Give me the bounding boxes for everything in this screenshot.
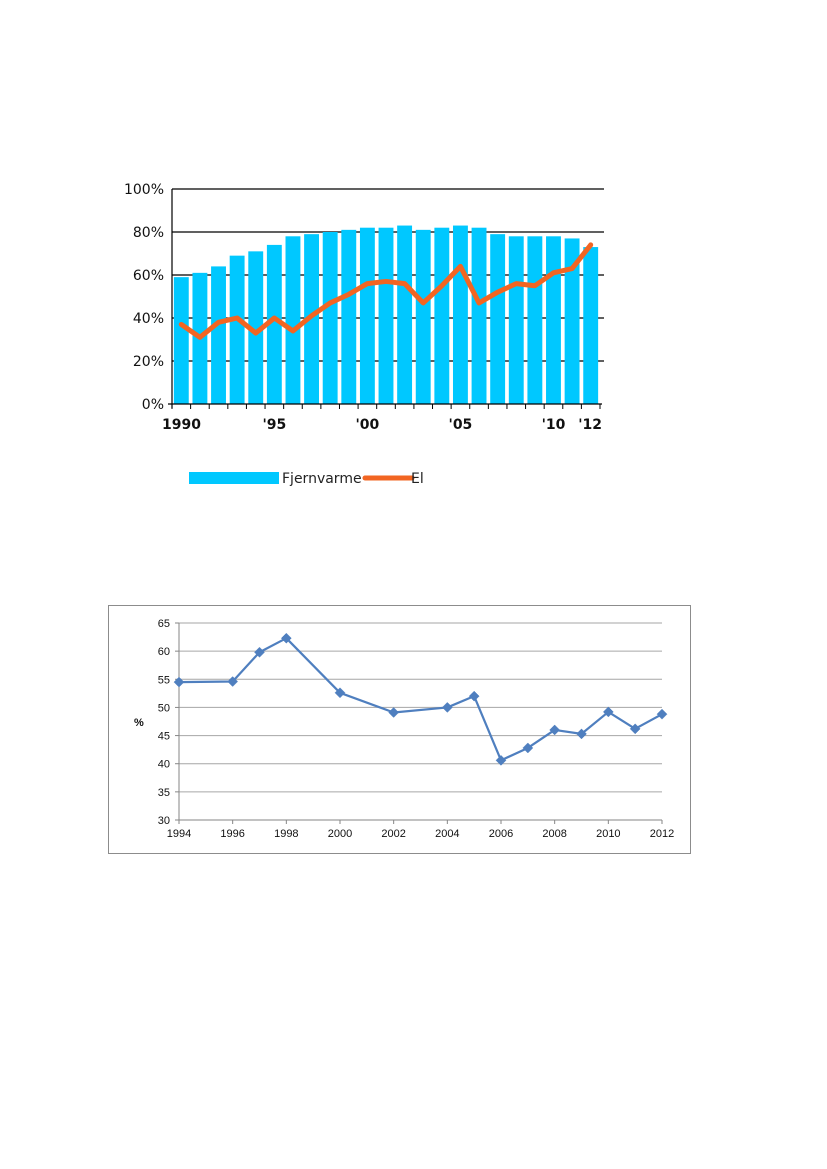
c1-bar <box>397 225 413 404</box>
c2-y-tick-label: 45 <box>158 731 170 743</box>
c1-y-tick-label: 100% <box>124 182 164 198</box>
c2-y-tick-labels: 30 35 40 45 50 55 60 65 <box>158 618 170 827</box>
c1-y-tick-labels: 0% 20% 40% 60% 80% 100% <box>124 182 164 413</box>
c2-marker <box>227 676 239 687</box>
c1-bar <box>415 229 431 404</box>
c1-legend: Fjernvarme El <box>189 471 424 487</box>
c2-y-tick-label: 65 <box>158 618 170 630</box>
c2-gridlines <box>179 622 662 793</box>
c1-bar <box>211 266 226 404</box>
c1-x-tick-label: '95 <box>262 417 286 433</box>
c2-y-tick-label: 35 <box>158 787 170 799</box>
c2-x-tick-label: 2008 <box>542 828 566 840</box>
c1-bar <box>304 234 320 404</box>
c1-bar <box>248 251 264 404</box>
c1-bar <box>452 225 468 404</box>
c2-marker <box>334 687 346 699</box>
c1-x-tick-label: '00 <box>356 417 380 433</box>
c2-x-tick-label: 2002 <box>381 828 405 840</box>
c1-series-line <box>178 242 594 340</box>
c2-marker <box>629 723 641 735</box>
c1-y-tick-label: 60% <box>133 268 164 284</box>
c2-y-tick-label: 50 <box>158 702 170 714</box>
c1-legend-label-bars: Fjernvarme <box>282 471 362 487</box>
c1-bar <box>322 232 338 404</box>
c1-bar <box>508 236 524 404</box>
c2-marker <box>495 754 507 766</box>
c2-y-axis-label: % <box>134 717 144 729</box>
c1-line <box>178 242 594 340</box>
c2-marker <box>254 646 265 658</box>
c1-bar <box>285 236 301 404</box>
c2-x-tick-label: 1996 <box>220 828 244 840</box>
c1-y-tick-label: 40% <box>133 311 164 327</box>
c2-x-tick-label: 2004 <box>435 828 459 840</box>
c1-bar <box>378 227 394 404</box>
c1-y-tick-label: 80% <box>133 225 164 241</box>
c2-marker <box>602 706 614 718</box>
c2-x-tick-label: 2000 <box>328 828 352 840</box>
c1-bars <box>173 225 599 404</box>
c2-marker <box>549 724 561 736</box>
c2-marker <box>656 708 668 720</box>
c1-bar <box>583 247 599 404</box>
c2-marker <box>522 742 534 754</box>
c2-marker <box>388 707 400 718</box>
c1-bar <box>229 255 245 404</box>
c1-y-tick-label: 20% <box>133 354 164 370</box>
c1-bar <box>359 227 375 404</box>
c1-y-tick-label: 0% <box>142 397 164 413</box>
chart2-frame: 30 35 40 45 50 55 60 65 1994 1996 1998 2000 2002 200… <box>108 605 691 854</box>
c2-x-tick-label: 1998 <box>274 828 298 840</box>
c2-line <box>178 637 663 762</box>
c2-series-line <box>178 637 663 762</box>
c2-marker <box>280 632 292 644</box>
c2-x-tick-label: 2012 <box>650 828 674 840</box>
c1-bar <box>546 236 561 404</box>
c1-x-tick-label: '10 <box>542 417 566 433</box>
c1-bar <box>471 227 487 404</box>
c1-bar <box>266 244 282 404</box>
c2-marker <box>173 676 185 688</box>
c2-markers <box>173 632 668 766</box>
c1-x-tick-labels: 1990 '95 '00 '05 '10 '12 <box>162 417 602 433</box>
c2-marker <box>576 728 587 740</box>
c2-y-tick-label: 30 <box>158 815 170 827</box>
c1-bar <box>341 229 357 404</box>
c2-x-tick-label: 1994 <box>167 828 191 840</box>
c1-bar <box>173 277 189 404</box>
c1-bar <box>490 234 506 404</box>
c2-y-tick-label: 60 <box>158 646 170 658</box>
c1-bar <box>527 236 543 404</box>
c1-bar <box>434 227 450 404</box>
chart-percent-line: 30 35 40 45 50 55 60 65 1994 1996 1998 2000 2002 200… <box>134 618 674 840</box>
c1-bar <box>564 238 580 404</box>
c2-marker <box>441 702 453 713</box>
c2-x-tick-label: 2010 <box>596 828 620 840</box>
c2-y-tick-label: 55 <box>158 674 170 686</box>
c2-y-tick-label: 40 <box>158 759 170 771</box>
c1-x-tick-label: 1990 <box>162 417 201 433</box>
c2-marker <box>468 690 480 702</box>
chart-fjernvarme-el: 0% 20% 40% 60% 80% 100% 1990 '95 '00 '05 '10 '12 F… <box>124 182 604 487</box>
c1-legend-label-line: El <box>411 471 424 487</box>
c1-x-tick-label: '05 <box>449 417 473 433</box>
c2-x-tick-labels: 1994 1996 1998 2000 2002 2004 2006 2008 2010 2012 <box>167 828 674 840</box>
c2-axes <box>175 622 663 824</box>
c2-x-tick-label: 2006 <box>489 828 513 840</box>
c1-legend-swatch-bars <box>189 472 279 484</box>
c1-x-tick-label: '12 <box>578 417 602 433</box>
c1-axes <box>168 189 602 409</box>
